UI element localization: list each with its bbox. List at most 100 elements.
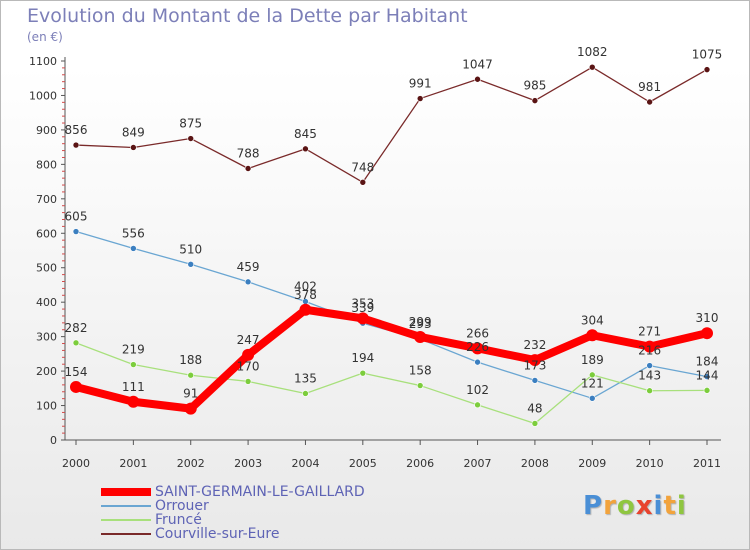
proxiti-logo: Proxiti bbox=[583, 491, 687, 521]
data-label: 339 bbox=[351, 301, 374, 315]
data-point bbox=[242, 348, 255, 361]
data-point bbox=[531, 420, 539, 427]
data-label: 748 bbox=[351, 160, 374, 174]
data-label: 304 bbox=[581, 313, 604, 327]
legend-label: Courville-sur-Eure bbox=[155, 526, 280, 542]
data-point bbox=[187, 371, 195, 379]
data-point bbox=[299, 303, 312, 316]
data-label: 184 bbox=[696, 355, 719, 369]
data-label: 170 bbox=[237, 359, 260, 373]
data-label: 194 bbox=[351, 351, 374, 365]
x-tick-label: 2006 bbox=[406, 457, 434, 470]
data-point bbox=[244, 165, 252, 172]
y-tick-label: 700 bbox=[36, 193, 57, 206]
x-tick-label: 2001 bbox=[119, 457, 147, 470]
data-point bbox=[646, 98, 653, 106]
data-label: 121 bbox=[581, 376, 604, 390]
data-label: 158 bbox=[409, 364, 432, 378]
data-label: 154 bbox=[65, 365, 88, 379]
y-tick-label: 200 bbox=[36, 365, 57, 378]
legend-swatch bbox=[101, 533, 151, 535]
legend-swatch bbox=[101, 488, 151, 496]
data-point bbox=[416, 382, 424, 389]
data-point bbox=[359, 178, 367, 186]
data-label: 266 bbox=[466, 326, 489, 340]
data-point bbox=[187, 260, 195, 268]
x-tick-label: 2010 bbox=[636, 457, 664, 470]
series-line bbox=[75, 230, 708, 399]
data-label: 459 bbox=[237, 260, 260, 274]
data-label: 216 bbox=[638, 344, 661, 358]
data-label: 875 bbox=[179, 117, 202, 131]
data-label: 353 bbox=[351, 296, 374, 310]
x-tick-label: 2007 bbox=[464, 457, 492, 470]
series-line bbox=[72, 305, 711, 413]
data-point bbox=[588, 63, 596, 71]
y-tick-label: 1100 bbox=[29, 55, 57, 68]
data-label: 271 bbox=[638, 325, 661, 339]
data-point bbox=[643, 340, 656, 353]
legend-label: Orrouer bbox=[155, 498, 209, 514]
data-point bbox=[244, 378, 252, 385]
data-label: 845 bbox=[294, 127, 317, 141]
data-point bbox=[302, 390, 309, 397]
data-label: 1047 bbox=[462, 57, 493, 71]
data-point bbox=[72, 141, 80, 149]
data-label: 299 bbox=[409, 315, 432, 329]
data-label: 219 bbox=[122, 343, 145, 357]
data-label: 1075 bbox=[692, 48, 723, 62]
data-point bbox=[72, 228, 80, 235]
legend-swatch bbox=[101, 505, 151, 507]
data-label: 856 bbox=[65, 123, 88, 137]
data-point bbox=[703, 387, 711, 394]
data-label: 310 bbox=[696, 311, 719, 325]
data-point bbox=[528, 354, 541, 367]
data-label: 991 bbox=[409, 77, 432, 91]
data-point bbox=[646, 362, 653, 369]
y-tick-label: 100 bbox=[36, 400, 57, 413]
data-point bbox=[184, 402, 197, 415]
data-point bbox=[588, 395, 596, 402]
data-point bbox=[531, 377, 539, 384]
data-label: 293 bbox=[409, 317, 432, 331]
y-tick-label: 1000 bbox=[29, 89, 57, 102]
data-label: 510 bbox=[179, 242, 202, 256]
data-point bbox=[474, 358, 481, 366]
y-tick-label: 800 bbox=[36, 158, 57, 171]
data-label: 282 bbox=[65, 321, 88, 335]
x-tick-label: 2005 bbox=[349, 457, 377, 470]
data-label: 143 bbox=[638, 369, 661, 383]
data-point bbox=[474, 75, 481, 83]
data-point bbox=[130, 361, 137, 368]
y-tick-label: 300 bbox=[36, 331, 57, 344]
legend-label: SAINT-GERMAIN-LE-GAILLARD bbox=[155, 484, 365, 500]
x-tick-label: 2008 bbox=[521, 457, 549, 470]
chart-title: Evolution du Montant de la Dette par Hab… bbox=[27, 5, 468, 27]
data-label: 556 bbox=[122, 226, 145, 240]
data-point bbox=[471, 342, 484, 355]
data-point bbox=[701, 327, 713, 340]
data-point bbox=[586, 329, 599, 342]
data-label: 144 bbox=[696, 368, 719, 382]
data-label: 189 bbox=[581, 353, 604, 367]
data-label: 48 bbox=[527, 401, 542, 415]
data-label: 188 bbox=[179, 353, 202, 367]
data-point bbox=[127, 395, 140, 408]
series-line bbox=[75, 342, 708, 425]
y-tick-label: 600 bbox=[36, 227, 57, 240]
legend-label: Fruncé bbox=[155, 512, 202, 528]
data-label: 111 bbox=[122, 380, 145, 394]
data-point bbox=[70, 380, 82, 393]
series-line bbox=[75, 66, 708, 183]
data-point bbox=[703, 66, 711, 73]
y-tick-label: 900 bbox=[36, 124, 57, 137]
data-label: 605 bbox=[65, 210, 88, 224]
legend-item-courville: Courville-sur-Eure bbox=[101, 527, 365, 541]
data-label: 378 bbox=[294, 288, 317, 302]
legend: SAINT-GERMAIN-LE-GAILLARD Orrouer Fruncé… bbox=[101, 485, 365, 541]
data-label: 247 bbox=[237, 333, 260, 347]
x-tick-label: 2002 bbox=[177, 457, 205, 470]
legend-item-frunce: Fruncé bbox=[101, 513, 365, 527]
